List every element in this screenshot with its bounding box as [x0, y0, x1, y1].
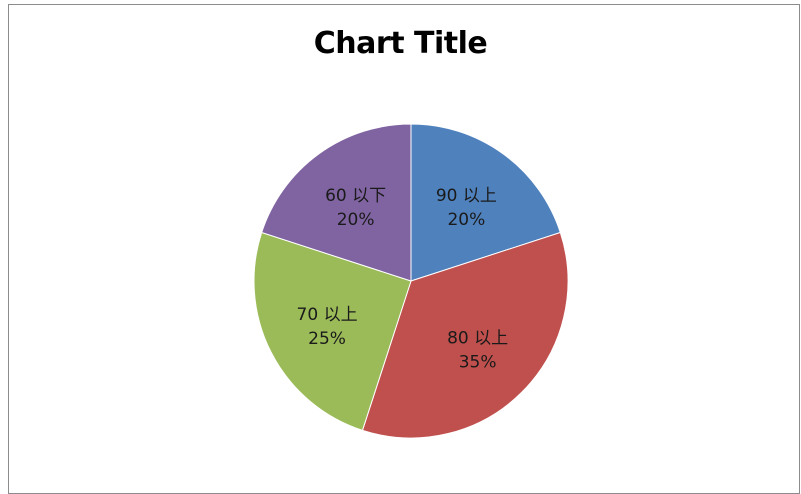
pie-slice-1 — [361, 231, 569, 439]
slice-percent-label: 35% — [459, 353, 497, 373]
pie-slice-0 — [410, 123, 561, 282]
slice-category-label: 70 以上 — [297, 305, 358, 325]
slice-category-label: 60 以下 — [325, 186, 386, 206]
slice-category-label: 90 以上 — [436, 186, 497, 206]
chart-title: Chart Title — [313, 26, 488, 61]
slice-percent-label: 20% — [337, 210, 375, 230]
slice-category-label: 80 以上 — [447, 329, 508, 349]
pie-slice-3 — [261, 123, 412, 282]
slice-percent-label: 25% — [308, 329, 346, 349]
pie-slice-2 — [253, 231, 412, 431]
slice-percent-label: 20% — [447, 210, 485, 230]
